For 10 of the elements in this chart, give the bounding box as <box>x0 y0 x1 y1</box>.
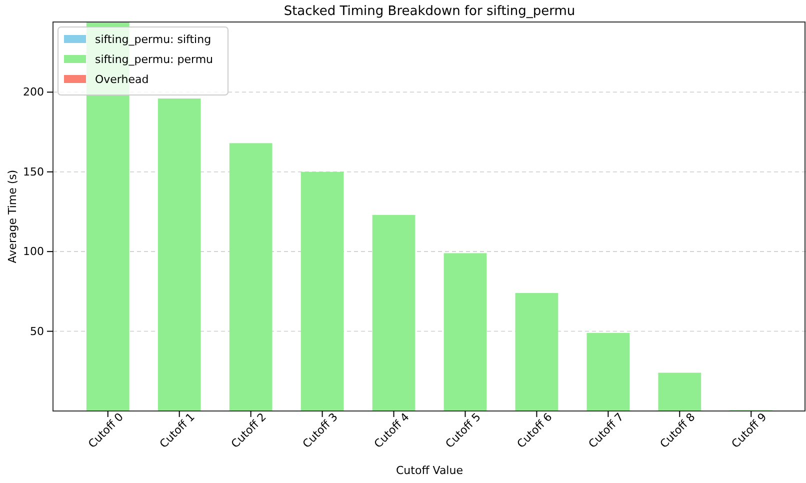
y-tick-label: 200 <box>23 86 44 99</box>
chart-title: Stacked Timing Breakdown for sifting_permu <box>284 4 576 19</box>
legend-label: sifting_permu: permu <box>95 53 214 66</box>
y-tick-label: 150 <box>23 165 44 178</box>
legend-label: sifting_permu: sifting <box>95 33 212 46</box>
y-tick-label: 50 <box>30 324 44 338</box>
legend-label: Overhead <box>95 73 149 86</box>
y-tick-label: 100 <box>23 245 44 258</box>
y-axis-title: Average Time (s) <box>6 170 19 264</box>
x-axis-title: Cutoff Value <box>396 464 464 477</box>
